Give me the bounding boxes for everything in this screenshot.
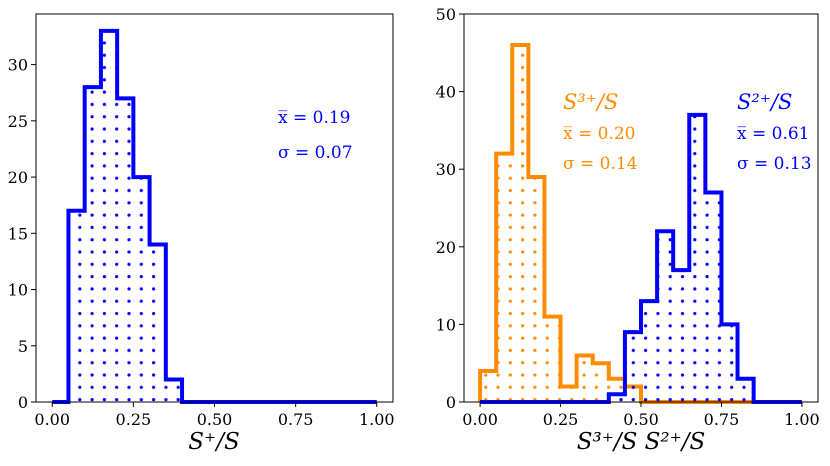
right-series0-bar <box>480 370 497 402</box>
right-ticks: 0.00 0.25 0.50 0.75 1.00 0 10 20 30 40 50 <box>436 5 820 429</box>
left-mean-annotation: x̅ = 0.19 <box>278 108 351 128</box>
left-panel: 0.00 0.25 0.50 0.75 1.00 0 5 10 15 20 25 30 S⁺/S x̅… <box>8 13 395 455</box>
left-ytick-label: 5 <box>18 337 28 356</box>
right-xtick-label: 0.50 <box>623 410 659 429</box>
right-s2-mean: x̅ = 0.61 <box>737 124 810 144</box>
right-series1-bar <box>641 301 658 402</box>
left-series0-bar <box>84 87 101 403</box>
right-series0-bar <box>576 355 593 402</box>
right-series1-bar <box>705 192 722 402</box>
left-ytick-label: 25 <box>8 112 28 131</box>
right-series0-bar <box>592 363 609 402</box>
left-x-axis-label: S⁺/S <box>188 429 239 455</box>
right-series1-bar <box>673 270 690 402</box>
left-series0-bar <box>117 98 134 402</box>
right-xtick-label: 0.25 <box>543 410 579 429</box>
right-x-axis-label: S³⁺/S S²⁺/S <box>577 429 706 455</box>
right-series0-bar <box>528 176 545 402</box>
right-series1-bar <box>737 378 754 402</box>
left-xtick-label: 0.00 <box>34 410 70 429</box>
right-ytick-label: 40 <box>436 83 456 102</box>
left-series0-bar <box>133 177 150 402</box>
right-series1-bar <box>608 394 625 402</box>
left-xtick-label: 0.25 <box>116 410 152 429</box>
left-ytick-label: 10 <box>8 281 28 300</box>
right-series0-bar <box>560 386 577 402</box>
left-series0-bar <box>165 379 183 402</box>
left-xtick-label: 1.00 <box>359 410 395 429</box>
right-ytick-label: 20 <box>436 238 456 257</box>
left-axes-frame <box>35 13 394 403</box>
right-s3-sigma: σ = 0.14 <box>563 154 638 174</box>
right-s3-label: S³⁺/S <box>563 90 618 114</box>
right-xtick-label: 1.00 <box>784 410 820 429</box>
right-series1-bar <box>721 324 738 402</box>
right-ytick-label: 50 <box>436 5 456 24</box>
left-ytick-label: 15 <box>8 224 28 243</box>
right-s3-mean: x̅ = 0.20 <box>563 124 636 144</box>
left-ytick-label: 0 <box>18 393 28 412</box>
right-axes-frame <box>463 13 819 403</box>
right-series1-bar <box>624 332 641 402</box>
left-series0-bar <box>149 244 166 402</box>
left-ytick-label: 20 <box>8 168 28 187</box>
left-sigma-annotation: σ = 0.07 <box>278 143 353 163</box>
right-ytick-label: 0 <box>446 393 456 412</box>
left-ticks: 0.00 0.25 0.50 0.75 1.00 0 5 10 15 20 25 30 <box>8 56 395 429</box>
right-ytick-label: 10 <box>436 315 456 334</box>
right-series0-bar <box>512 45 529 402</box>
left-ytick-label: 30 <box>8 56 28 75</box>
left-series0-bar <box>100 30 118 402</box>
left-xtick-label: 0.50 <box>197 410 233 429</box>
right-ytick-label: 30 <box>436 160 456 179</box>
left-series0-bar <box>68 210 85 402</box>
right-series0-bar <box>496 153 513 402</box>
right-series0-bar <box>544 316 561 402</box>
right-s2-label: S²⁺/S <box>737 90 792 114</box>
left-histogram <box>52 28 377 404</box>
right-series1-bar <box>689 114 706 402</box>
left-xtick-label: 0.75 <box>278 410 314 429</box>
right-panel: 0.00 0.25 0.50 0.75 1.00 0 10 20 30 40 50 S³⁺/S S²… <box>436 5 820 455</box>
right-xtick-label: 0.75 <box>704 410 740 429</box>
right-s2-sigma: σ = 0.13 <box>737 154 812 174</box>
right-series1-bar <box>657 231 674 402</box>
right-xtick-label: 0.00 <box>462 410 498 429</box>
